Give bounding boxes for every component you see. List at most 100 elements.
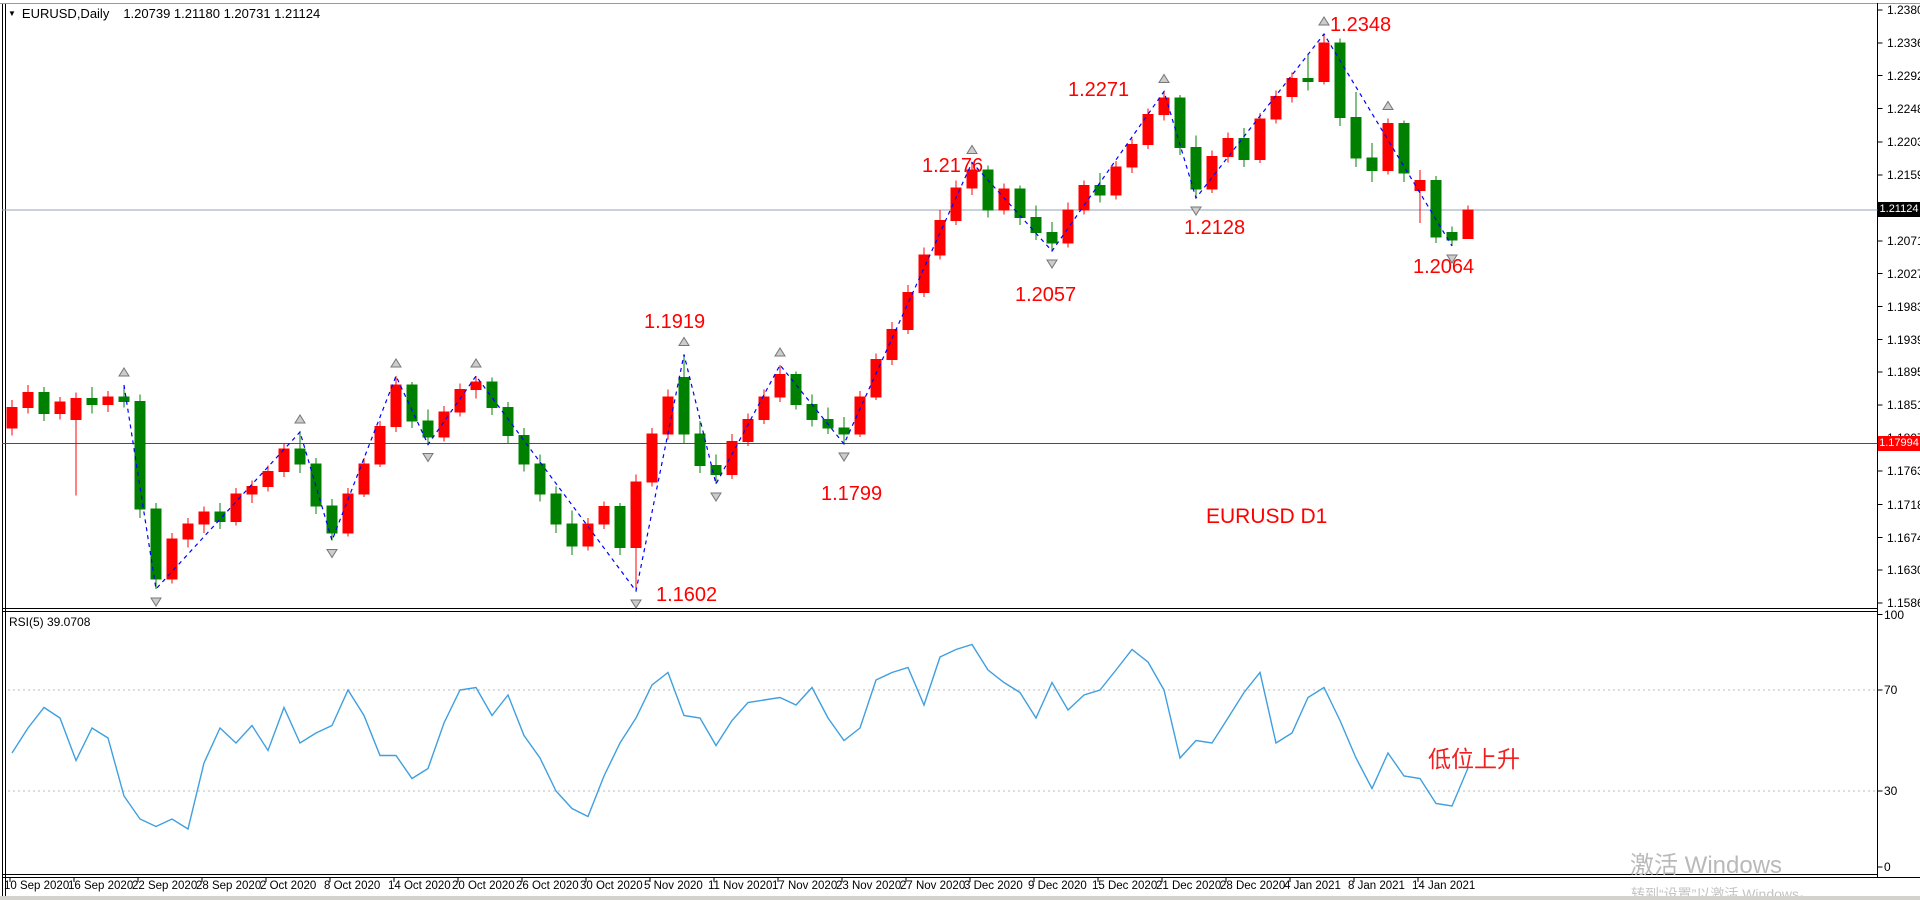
candle-body-bull [854,396,866,435]
candle-body-bear [486,381,498,408]
fractal-down-arrow-icon [1046,259,1058,269]
candle-body-bull [1206,156,1218,190]
candle-body-bull [1318,42,1330,82]
candle-body-bull [6,407,18,429]
candle-body-bear [38,392,50,414]
candle-body-bull [54,401,66,414]
candle-body-bull [950,187,962,221]
candle-body-bull [934,220,946,256]
candle-body-bull [1286,78,1298,97]
candle-body-bull [390,384,402,427]
candle-body-bear [550,493,562,525]
candle-body-bear [838,427,850,435]
candle-body-bear [710,465,722,475]
candle-body-bear [1174,97,1186,148]
candle-body-bear [150,508,162,580]
fractal-up-arrow-icon [1158,73,1170,83]
candle-body-bull [1158,97,1170,115]
candle-body-bear [118,396,130,402]
fractal-up-arrow-icon [678,336,690,346]
fractal-up-arrow-icon [1318,16,1330,26]
candle-body-bull [22,392,34,408]
fractal-down-arrow-icon [838,452,850,462]
candle-body-bull [1062,209,1074,244]
candle-body-bull [1078,185,1090,211]
fractal-down-arrow-icon [710,492,722,502]
candle-body-bull [70,398,82,420]
candle-body-bear [1014,188,1026,218]
candle-body-bull [886,329,898,360]
candle-body-bull [1142,114,1154,145]
candle-body-bull [1414,180,1426,191]
candle-body-bear [1446,232,1458,241]
fractal-up-arrow-icon [118,367,130,377]
fractal-up-arrow-icon [294,414,306,424]
candle-body-bull [1126,144,1138,168]
candle-body-bear [422,420,434,438]
candle-body-bull [1270,96,1282,120]
candle-body-bull [182,523,194,540]
fractal-down-arrow-icon [326,549,338,559]
fractal-up-arrow-icon [1382,100,1394,110]
candle-body-bear [326,505,338,534]
candle-body-bull [582,523,594,547]
candle-body-bear [1046,232,1058,244]
candle-body-bull [758,396,770,420]
candle-body-bull [438,411,450,438]
fractal-up-arrow-icon [966,144,978,154]
candle-body-bear [1238,138,1250,160]
candle-body-bull [646,433,658,483]
candle-body-bull [1254,118,1266,160]
candle-body-bear [1430,180,1442,238]
candle-body-bull [598,506,610,525]
candle-body-bull [742,419,754,442]
fractal-up-arrow-icon [390,358,402,368]
candle-body-bull [870,359,882,398]
candle-body-bull [1222,138,1234,157]
candle-body-bull [918,254,930,293]
candle-body-bull [1382,123,1394,171]
candle-body-bull [262,471,274,487]
candle-body-bull [1462,209,1474,239]
candle-body-bull [966,169,978,189]
candle-body-bull [454,389,466,413]
candle-body-bear [1334,42,1346,118]
candle-body-bull [998,188,1010,211]
fractal-down-arrow-icon [422,453,434,463]
candle-body-bear [614,506,626,548]
fractal-down-arrow-icon [1190,206,1202,216]
candle-body-bear [982,169,994,211]
candle-body-bear [806,404,818,420]
candle-body-bull [102,396,114,405]
candle-body-bear [214,511,226,522]
candle-body-bull [198,511,210,525]
candle-body-bull [630,481,642,548]
candle-body-bull [1110,166,1122,196]
fractal-up-arrow-icon [470,358,482,368]
candle-body-bear [502,407,514,436]
candle-body-bull [902,292,914,330]
candle-body-bull [470,381,482,390]
zigzag-line [123,32,1453,593]
candle-body-bear [1094,185,1106,196]
candle-body-bear [518,435,530,465]
fractal-down-arrow-icon [630,599,642,609]
fractal-down-arrow-icon [150,597,162,607]
candle-body-bear [134,401,146,510]
candle-body-bull [166,538,178,580]
candle-body-bull [374,426,386,465]
candle-body-bull [278,448,290,472]
candle-body-bull [230,493,242,522]
candle-body-bear [678,377,690,435]
candle-body-bear [566,523,578,547]
candle-body-bear [1398,123,1410,174]
candle-body-bull [358,463,370,495]
rsi-line [11,643,1469,831]
candle-body-bull [726,441,738,475]
candle-body-bear [790,374,802,405]
candle-body-bull [246,486,258,495]
fractal-down-arrow-icon [1446,254,1458,264]
candle-body-bear [534,463,546,495]
